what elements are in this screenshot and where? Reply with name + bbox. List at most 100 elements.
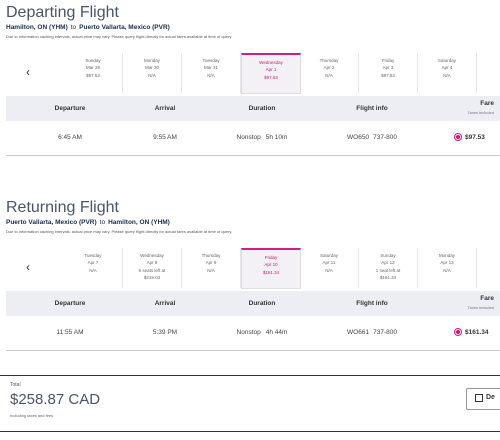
- route-to: Puerto Vallarta, Mexico (PVR): [79, 24, 170, 31]
- flight-info: WO661 737-800: [332, 329, 412, 336]
- date-price: N/A: [443, 268, 451, 273]
- arrival-time: 9:55 AM: [153, 134, 177, 141]
- date-price: $97.53: [86, 73, 100, 78]
- fare-radio[interactable]: [454, 133, 462, 141]
- departure-time: 6:45 AM: [58, 134, 82, 141]
- date-tab-selected[interactable]: Wednesday Apr 1 $97.53: [241, 53, 301, 94]
- route-from: Puerto Vallarta, Mexico (PVR): [6, 219, 97, 226]
- date-tab[interactable]: Thursday Apr 9 N/A: [182, 248, 241, 288]
- fare-header: Fare: [480, 100, 494, 107]
- date-price: $161.34: [262, 270, 280, 275]
- flight-number: WO650: [347, 134, 370, 141]
- aircraft: 737-800: [373, 134, 397, 141]
- date-price: N/A: [207, 73, 215, 78]
- column-header: Duration: [248, 105, 276, 112]
- section-title: Departing Flight: [6, 4, 119, 21]
- date-day: Tuesday: [84, 253, 102, 258]
- stops: Nonstop: [236, 134, 261, 141]
- fare-price: $161.34: [465, 329, 489, 336]
- total-amount: $258.87 CAD: [10, 391, 101, 408]
- date-day: Sunday: [85, 58, 101, 63]
- disclaimer: Due to information caching intervals, ac…: [6, 229, 233, 234]
- date-price: $97.53: [381, 73, 395, 78]
- route-to-word: to: [70, 24, 77, 31]
- date-date: Apr 7: [87, 260, 99, 265]
- date-tab[interactable]: Tuesday Apr 7 N/A: [64, 248, 123, 288]
- route: Hamilton, ON (YHM) to Puerto Vallarta, Mex…: [6, 24, 170, 31]
- date-tab[interactable]: Sunday Mar 29 $97.53: [64, 53, 123, 93]
- total-label: Total: [10, 382, 21, 388]
- date-price: 1 seat left at: [375, 268, 401, 273]
- header-band: [6, 291, 500, 316]
- date-tab[interactable]: Wednesday Apr 8 6 seats left at $219.03: [123, 248, 182, 288]
- date-date: Apr 11: [322, 260, 336, 265]
- date-day: Tuesday: [202, 58, 220, 63]
- date-day: Saturday: [319, 253, 338, 258]
- total-note: Including taxes and fees: [10, 413, 54, 418]
- fare-header: Fare: [480, 295, 494, 302]
- flight-number: WO661: [347, 329, 370, 336]
- date-price: $219.03: [143, 275, 161, 280]
- date-tab[interactable]: Monday Apr 13 N/A: [418, 248, 477, 288]
- prev-arrow[interactable]: ‹: [26, 65, 30, 79]
- disclaimer: Due to information caching intervals, ac…: [6, 34, 233, 39]
- date-price: N/A: [89, 268, 97, 273]
- column-header: Arrival: [154, 105, 176, 112]
- fare-radio[interactable]: [454, 328, 462, 336]
- date-price: N/A: [443, 73, 451, 78]
- stops: Nonstop: [236, 329, 261, 336]
- date-date: Apr 12: [381, 260, 395, 265]
- column-header: Departure: [54, 105, 86, 112]
- flight-info: WO650 737-800: [332, 134, 412, 141]
- column-header: Flight info: [356, 105, 388, 112]
- date-date: Apr 4: [441, 65, 453, 70]
- date-price: N/A: [325, 268, 333, 273]
- external-icon: [475, 394, 483, 402]
- duration: Nonstop 4h 44m: [222, 329, 302, 336]
- date-day: Friday: [381, 58, 395, 63]
- date-price: $97.53: [264, 75, 278, 80]
- section-title: Returning Flight: [6, 199, 119, 216]
- date-tab-selected[interactable]: Friday Apr 10 $161.34: [241, 248, 301, 289]
- date-date: Apr 2: [323, 65, 335, 70]
- column-header: Flight info: [356, 300, 388, 307]
- date-date: Apr 13: [440, 260, 454, 265]
- duration-time: 4h 44m: [265, 329, 288, 336]
- date-tab[interactable]: Sunday Apr 12 1 seat left at $161.34: [359, 248, 418, 288]
- date-date: Apr 8: [146, 260, 158, 265]
- fare-note: Taxes included: [467, 110, 494, 115]
- date-day: Monday: [438, 253, 455, 258]
- row-divider: [6, 155, 500, 156]
- date-tab[interactable]: Saturday Apr 4 N/A: [418, 53, 477, 93]
- date-day: Friday: [264, 255, 278, 260]
- date-tab[interactable]: Tuesday Mar 31 N/A: [182, 53, 241, 93]
- column-header: Arrival: [154, 300, 176, 307]
- total-top-border: [0, 375, 500, 376]
- details-button[interactable]: De: [466, 388, 500, 410]
- date-day: Thursday: [319, 58, 339, 63]
- date-day: Sunday: [380, 253, 396, 258]
- arrival-time: 5:39 PM: [152, 329, 178, 336]
- total-bottom-border: [0, 431, 500, 432]
- date-day: Monday: [143, 58, 160, 63]
- header-band: [6, 96, 500, 121]
- date-tab[interactable]: Friday Apr 3 $97.53: [359, 53, 418, 93]
- date-tab[interactable]: Monday Mar 30 N/A: [123, 53, 182, 93]
- date-date: Apr 10: [264, 262, 278, 267]
- date-tab[interactable]: Thursday Apr 2 N/A: [300, 53, 359, 93]
- date-price: N/A: [207, 268, 215, 273]
- duration-time: 5h 10m: [265, 134, 288, 141]
- route-to: Hamilton, ON (YHM): [108, 219, 170, 226]
- route-from: Hamilton, ON (YHM): [6, 24, 68, 31]
- date-day: Wednesday: [259, 60, 283, 65]
- date-date: Apr 3: [382, 65, 394, 70]
- date-date: Mar 29: [85, 65, 100, 70]
- prev-arrow[interactable]: ‹: [26, 260, 30, 274]
- date-day: Wednesday: [140, 253, 164, 258]
- date-tab[interactable]: Saturday Apr 11 N/A: [300, 248, 359, 288]
- date-price: 6 seats left at: [138, 268, 166, 273]
- fare-price: $97.53: [465, 134, 485, 141]
- date-date: Mar 30: [144, 65, 159, 70]
- date-price: N/A: [325, 73, 333, 78]
